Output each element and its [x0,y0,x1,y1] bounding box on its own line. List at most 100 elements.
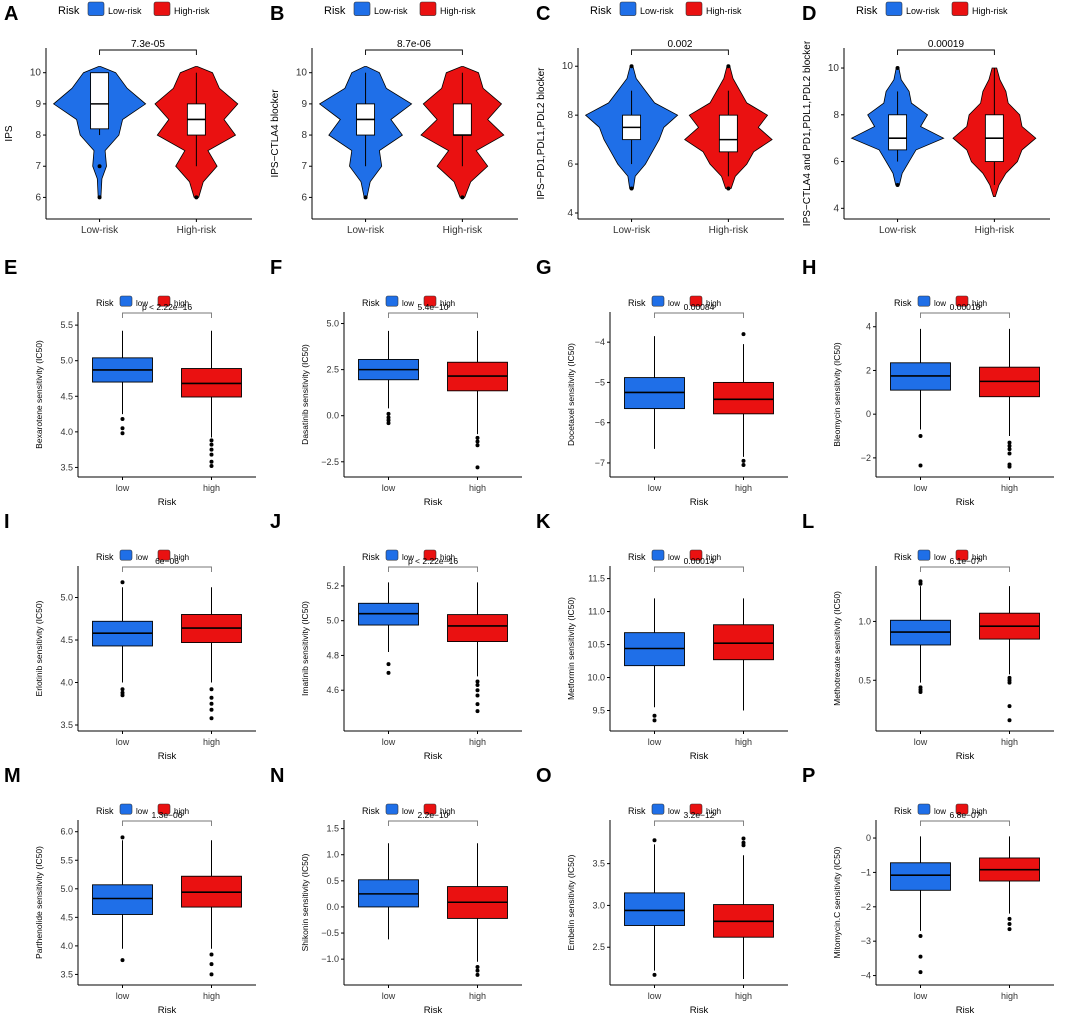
panel-label: L [802,511,814,533]
outlier-point [741,332,746,337]
x-axis-title: Risk [158,1005,177,1016]
panel-label: I [4,511,10,533]
y-tick-label: 2.5 [592,942,605,952]
y-tick-label: −0.5 [321,928,339,938]
y-axis-title: IPS [4,125,15,141]
x-tick-label: high [1001,483,1018,493]
x-tick-label: low [116,991,130,1001]
x-tick-label: high [1001,737,1018,747]
chart-svg: C Risk Low-risk High-risk 4 6 8 10 IPS−PD1,PDL1,… [536,1,784,236]
legend-swatch-low [119,803,133,815]
x-tick-label: low [648,483,662,493]
chart-svg: M Risk low high 3.5 4.0 4.5 5.0 5.5 6.0 Parthenoli… [4,765,256,1016]
y-tick-label: 4 [567,208,573,219]
x-tick-label: high [203,991,220,1001]
y-tick-label: 2.5 [326,365,339,375]
legend-label-low: low [668,807,680,816]
outlier-point [1007,921,1012,926]
y-tick-label: 4.5 [60,912,73,922]
x-axis-title: Risk [956,751,975,762]
x-tick-label: high [735,483,752,493]
x-axis-title: Risk [690,751,709,762]
legend-title: Risk [96,298,114,308]
y-tick-label: −2 [861,902,871,912]
legend-title: Risk [856,5,878,17]
legend-swatch-high [955,803,969,815]
y-tick-label: 8 [301,130,307,141]
legend-label-high: high [440,807,455,816]
y-tick-label: −2 [861,453,871,463]
outlier-point [209,701,214,706]
outlier-point [209,707,214,712]
box-high [452,103,472,136]
legend: Risk low high [96,549,189,562]
panel-k: K Risk low high 9.5 10.0 10.5 11.0 11.5 Metformin… [532,508,798,762]
outlier-point [918,690,923,695]
panel-label: N [270,765,284,787]
x-tick-label: low [914,991,928,1001]
legend-label-high: high [440,553,455,562]
x-axis-title: Risk [158,497,177,508]
y-axis-title: IPS−CTLA4 blocker [270,89,281,178]
legend: Risk Low-risk High-risk [590,1,742,17]
outlier-point [918,463,923,468]
outlier-point [1007,464,1012,469]
legend-swatch-low [651,549,665,561]
x-tick-label: High-risk [975,225,1015,236]
outlier-point [386,670,391,675]
x-tick-label: high [203,737,220,747]
legend-label-high: high [972,807,987,816]
outlier-point [209,464,214,469]
y-tick-label: −5 [595,377,605,387]
legend-label-high: high [174,299,189,308]
significance-bracket [654,820,744,826]
panel-label: B [270,3,284,25]
legend-swatch-high [157,803,171,815]
y-tick-label: 8 [833,110,839,121]
legend-title: Risk [58,5,80,17]
y-tick-label: 8 [35,130,41,141]
y-tick-label: 5.0 [60,884,73,894]
outlier-point [1007,718,1012,723]
outlier-point [475,972,480,977]
p-value-label: 0.00018 [950,302,981,312]
outlier-point [918,934,923,939]
outlier-point [652,718,657,723]
outlier-point [363,195,368,200]
y-tick-label: 9 [35,99,41,110]
legend-label-high: high [706,807,721,816]
legend-title: Risk [894,552,912,562]
outlier-point [209,447,214,452]
legend-swatch-high [423,549,437,561]
outlier-point [209,442,214,447]
significance-bracket [388,312,478,318]
x-tick-label: high [469,991,486,1001]
y-tick-label: 0.0 [326,411,339,421]
x-tick-label: low [914,737,928,747]
outlier-point [475,702,480,707]
outlier-point [741,462,746,467]
y-axis-title: Metformin sensitivity (IC50) [566,597,576,700]
y-tick-label: 7 [35,161,41,172]
x-tick-label: Low-risk [613,225,651,236]
y-axis-title: Methotrexate sensitivity (IC50) [832,591,842,706]
outlier-point [741,843,746,848]
legend-label-high: high [972,299,987,308]
y-tick-label: 0 [866,409,871,419]
legend-swatch-high [689,803,703,815]
legend-swatch-low [119,549,133,561]
outlier-point [1007,680,1012,685]
panel-n: N Risk low high −1.0 −0.5 0.0 0.5 1.0 1.5 Shikonin… [266,762,532,1016]
p-value-label: 6e−06 [155,556,179,566]
x-axis-title: Risk [424,497,443,508]
panel-label: P [802,765,815,787]
legend-swatch-high [955,295,969,307]
y-tick-label: 10 [30,68,42,79]
y-tick-label: 0.5 [858,675,871,685]
legend-label-high: high [706,299,721,308]
outlier-point [475,679,480,684]
significance-bracket [99,49,197,55]
y-tick-label: 6 [301,192,307,203]
legend-label-high: High-risk [440,6,476,16]
x-axis-title: Risk [956,1005,975,1016]
